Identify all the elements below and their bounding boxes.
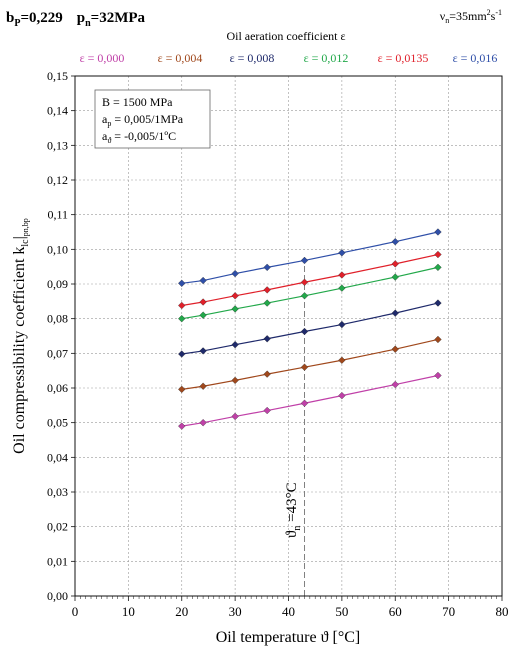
- header-viscosity: νn=35mm2s-1: [440, 8, 502, 25]
- legend-title: Oil aeration coefficient ε: [226, 29, 345, 43]
- y-tick-label: 0,07: [47, 346, 68, 360]
- info-box: B = 1500 MPa ap = 0,005/1MPa aϑ = -0,005…: [95, 90, 210, 148]
- y-tick-label: 0,14: [47, 104, 68, 118]
- y-tick-label: 0,11: [47, 208, 68, 222]
- legend-entry: ε = 0,012: [304, 51, 349, 65]
- y-tick-label: 0,03: [47, 485, 68, 499]
- legend-entry: ε = 0,004: [158, 51, 203, 65]
- legend-entry: ε = 0,0135: [378, 51, 429, 65]
- info-box-line-3: aϑ = -0,005/1ºC: [102, 129, 176, 145]
- y-tick-label: 0,02: [47, 520, 68, 534]
- y-tick-label: 0,01: [47, 554, 68, 568]
- x-tick-label: 0: [72, 604, 79, 619]
- info-box-line-2: ap = 0,005/1MPa: [102, 112, 184, 128]
- y-tick-label: 0,04: [47, 450, 68, 464]
- y-tick-label: 0,00: [47, 589, 68, 603]
- y-tick-label: 0,06: [47, 381, 68, 395]
- x-tick-label: 10: [122, 604, 135, 619]
- legend-entry: ε = 0,000: [80, 51, 125, 65]
- y-tick-labels: 0,00 0,01 0,02 0,03 0,04 0,05 0,06 0,07 0,08 0,09…: [47, 69, 68, 603]
- y-tick-label: 0,05: [47, 416, 68, 430]
- x-tick-label: 70: [442, 604, 455, 619]
- y-tick-label: 0,13: [47, 138, 68, 152]
- x-tick-label: 50: [335, 604, 348, 619]
- info-box-line-1: B = 1500 MPa: [102, 95, 173, 109]
- x-tick-labels: 0 10 20 30 40 50 60 70 80: [72, 604, 508, 619]
- y-tick-label: 0,08: [47, 312, 68, 326]
- x-tick-label: 40: [282, 604, 295, 619]
- y-axis-label: Oil compressibility coefficient klc|pn,b…: [11, 218, 31, 454]
- y-tick-label: 0,12: [47, 173, 68, 187]
- legend: ε = 0,000 ε = 0,004 ε = 0,008 ε = 0,012 ε = …: [80, 51, 498, 65]
- x-axis-label: Oil temperature ϑ [°C]: [216, 629, 361, 646]
- x-tick-label: 80: [496, 604, 508, 619]
- y-tick-label: 0,10: [47, 242, 68, 256]
- x-tick-label: 20: [175, 604, 188, 619]
- x-tick-label: 60: [389, 604, 402, 619]
- legend-entry: ε = 0,016: [453, 51, 498, 65]
- x-tick-label: 30: [229, 604, 242, 619]
- y-tick-label: 0,15: [47, 69, 68, 83]
- y-tick-label: 0,09: [47, 277, 68, 291]
- legend-entry: ε = 0,008: [230, 51, 275, 65]
